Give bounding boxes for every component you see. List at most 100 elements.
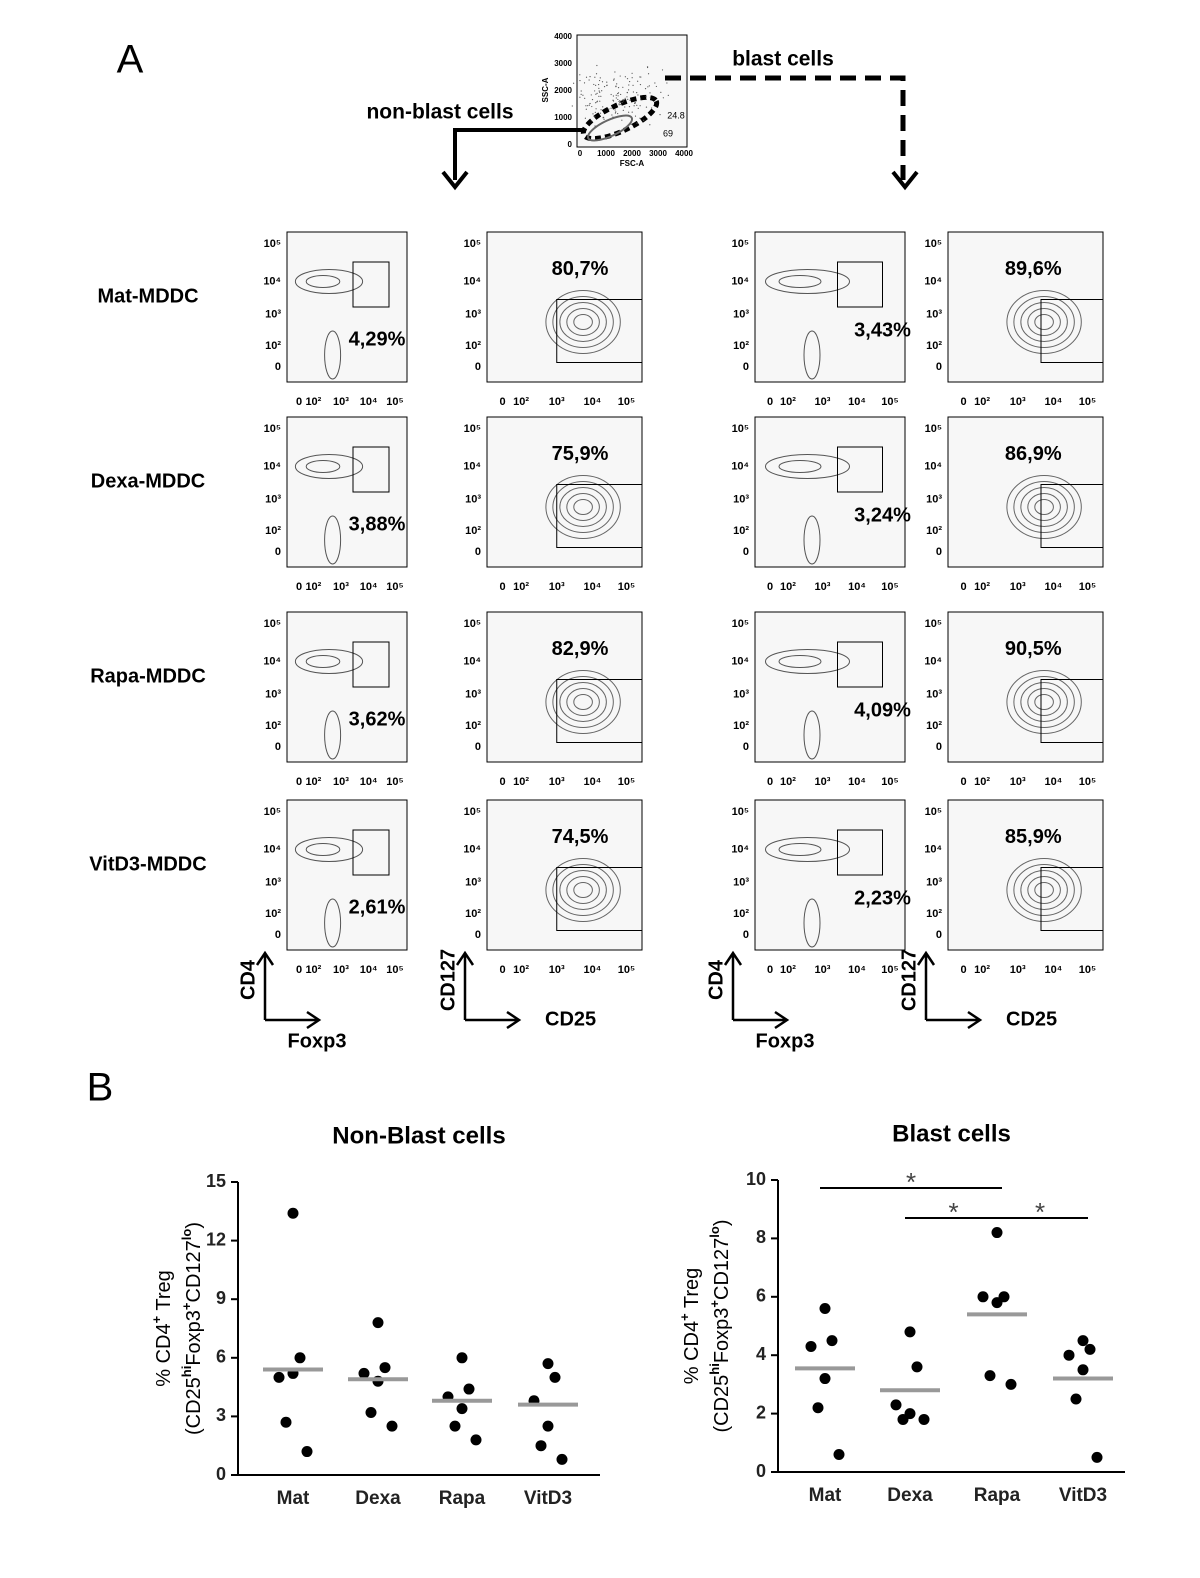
event-dot — [582, 95, 583, 96]
tick-label: 10⁴ — [731, 275, 749, 287]
event-dot — [637, 81, 638, 82]
y-tick-label: 4 — [756, 1344, 766, 1364]
tick-label: 10⁵ — [881, 581, 898, 593]
tick-label: 10³ — [465, 308, 481, 320]
y-axis-label-part: % CD4 — [153, 1323, 175, 1386]
event-dot — [620, 75, 621, 76]
data-point — [985, 1370, 996, 1381]
event-dot — [611, 114, 612, 115]
arrow — [665, 78, 903, 180]
tick-label: 10⁵ — [1079, 581, 1096, 593]
event-dot — [632, 112, 633, 113]
event-dot — [615, 111, 616, 112]
data-point — [359, 1368, 370, 1379]
tick-label: 0 — [578, 149, 583, 158]
tick-label: 10² — [305, 776, 321, 788]
tick-label: 0 — [296, 964, 302, 976]
event-dot — [600, 109, 601, 110]
event-dot — [584, 98, 585, 99]
gate-percent: 3,24% — [854, 504, 911, 526]
event-dot — [622, 87, 623, 88]
event-dot — [594, 77, 595, 78]
event-dot — [594, 90, 595, 91]
tick-label: 10⁴ — [263, 843, 281, 855]
y-tick-label: 12 — [206, 1229, 226, 1249]
y-axis-label-part: Foxp3 — [183, 1310, 205, 1366]
event-dot — [600, 96, 601, 97]
event-dot — [544, 100, 545, 101]
y-axis-label-part: ) — [183, 1222, 205, 1229]
data-point — [550, 1372, 561, 1383]
tick-label: 10² — [305, 581, 321, 593]
event-dot — [623, 100, 624, 101]
event-dot — [611, 94, 612, 95]
tick-label: 0 — [499, 776, 505, 788]
flow-plot — [487, 800, 642, 950]
tick-label: 10⁴ — [360, 776, 378, 788]
y-axis-label-part: lo — [707, 1226, 722, 1238]
x-tick-label: Mat — [277, 1488, 310, 1509]
event-dot — [610, 108, 611, 109]
event-dot — [598, 88, 599, 89]
event-dot — [590, 103, 591, 104]
event-dot — [647, 66, 648, 67]
tick-label: 10⁵ — [732, 806, 749, 818]
row-label: Dexa-MDDC — [91, 470, 205, 492]
event-dot — [636, 105, 637, 106]
tick-label: 10⁴ — [584, 581, 602, 593]
axis-arrow — [457, 953, 519, 1028]
tick-label: 10⁵ — [618, 776, 635, 788]
tick-label: 10⁵ — [881, 396, 898, 408]
tick-label: 10⁴ — [584, 396, 602, 408]
event-dot — [602, 106, 603, 107]
gate-percent: 90,5% — [1005, 638, 1062, 660]
tick-label: 0 — [296, 396, 302, 408]
data-point — [281, 1417, 292, 1428]
event-dot — [632, 77, 633, 78]
tick-label: 10² — [780, 964, 796, 976]
tick-label: 0 — [499, 964, 505, 976]
tick-label: 10³ — [733, 493, 749, 505]
tick-label: 10⁵ — [732, 238, 749, 250]
tick-label: 0 — [743, 546, 749, 558]
tick-label: 10³ — [815, 776, 831, 788]
tick-label: 10⁵ — [618, 581, 635, 593]
tick-label: 10² — [265, 340, 281, 352]
tick-label: 10² — [780, 581, 796, 593]
event-dot — [595, 102, 596, 103]
tick-label: 10⁴ — [360, 581, 378, 593]
tick-label: 0 — [767, 581, 773, 593]
panel-label: A — [117, 38, 144, 82]
tick-label: 10⁵ — [264, 423, 281, 435]
x-tick-label: VitD3 — [1059, 1485, 1107, 1506]
tick-label: 10⁴ — [263, 275, 281, 287]
tick-label: 10⁵ — [1079, 396, 1096, 408]
tick-label: 10² — [926, 525, 942, 537]
tick-label: 2000 — [554, 86, 572, 95]
y-axis-label: (CD25hiFoxp3+CD127lo) — [707, 1219, 733, 1432]
event-dot — [612, 100, 613, 101]
event-dot — [592, 99, 593, 100]
event-dot — [638, 108, 639, 109]
event-dot — [625, 98, 626, 99]
tick-label: 10² — [513, 964, 529, 976]
tick-label: 3000 — [554, 59, 572, 68]
event-dot — [645, 96, 646, 97]
tick-label: 10⁵ — [1079, 964, 1096, 976]
tick-label: 10² — [513, 776, 529, 788]
tick-label: 10⁵ — [386, 964, 403, 976]
event-dot — [627, 92, 628, 93]
data-point — [464, 1384, 475, 1395]
data-point — [1071, 1394, 1082, 1405]
tick-label: 10⁵ — [386, 581, 403, 593]
flow-plot — [487, 612, 642, 762]
event-dot — [595, 94, 596, 95]
event-dot — [622, 99, 623, 100]
tick-label: 10² — [733, 720, 749, 732]
y-tick-label: 15 — [206, 1171, 226, 1191]
tick-label: 10⁴ — [263, 655, 281, 667]
tick-label: 10³ — [333, 581, 349, 593]
event-dot — [631, 73, 632, 74]
event-dot — [606, 82, 607, 83]
tick-label: 10² — [974, 964, 990, 976]
